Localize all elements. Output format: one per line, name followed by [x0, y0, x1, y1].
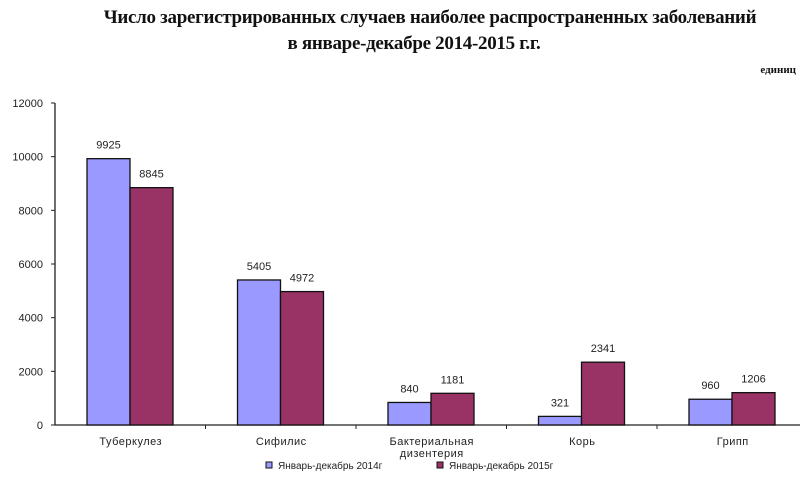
data-label: 1181	[441, 374, 465, 386]
legend-swatch	[436, 461, 444, 469]
data-label: 840	[400, 383, 418, 395]
units-label: единиц	[760, 64, 796, 76]
legend-label: Январь-декабрь 2015г	[449, 460, 554, 472]
data-label: 4972	[290, 273, 314, 285]
data-label: 321	[551, 397, 569, 409]
x-category-label: Корь	[569, 436, 595, 448]
x-category-label: Туберкулез	[99, 436, 162, 448]
x-category-label: Грипп	[717, 436, 749, 448]
data-label: 960	[701, 380, 719, 392]
bar	[537, 415, 583, 426]
bar	[86, 158, 131, 426]
bar	[580, 361, 626, 426]
data-label: 8845	[139, 169, 163, 181]
data-label: 2341	[591, 343, 615, 355]
y-tick-label: 6000	[19, 259, 43, 271]
data-label: 5405	[247, 261, 271, 273]
legend-swatch	[265, 461, 273, 469]
y-tick-label: 10000	[12, 152, 43, 164]
x-category-label: дизентерия	[400, 448, 464, 460]
y-tick-label: 4000	[19, 313, 43, 325]
bar	[387, 401, 432, 426]
x-category-label: Бактериальная	[390, 436, 474, 448]
y-tick-label: 8000	[19, 205, 43, 217]
x-category-label: Сифилис	[256, 436, 307, 448]
bar	[430, 392, 475, 426]
data-label: 9925	[96, 140, 120, 152]
y-tick-label: 0	[37, 420, 43, 432]
chart-title-line2: в январе-декабре 2014-2015 г.г.	[287, 33, 541, 54]
bar	[279, 290, 325, 426]
bar	[129, 187, 174, 426]
bar	[731, 391, 776, 426]
y-tick-label: 2000	[19, 366, 43, 378]
legend-label: Январь-декабрь 2014г	[278, 460, 383, 472]
bar	[688, 398, 733, 426]
bar	[236, 279, 282, 426]
y-tick-label: 12000	[12, 98, 43, 110]
data-label: 1206	[741, 374, 765, 386]
chart-title-line1: Число зарегистрированных случаев наиболе…	[103, 7, 757, 28]
